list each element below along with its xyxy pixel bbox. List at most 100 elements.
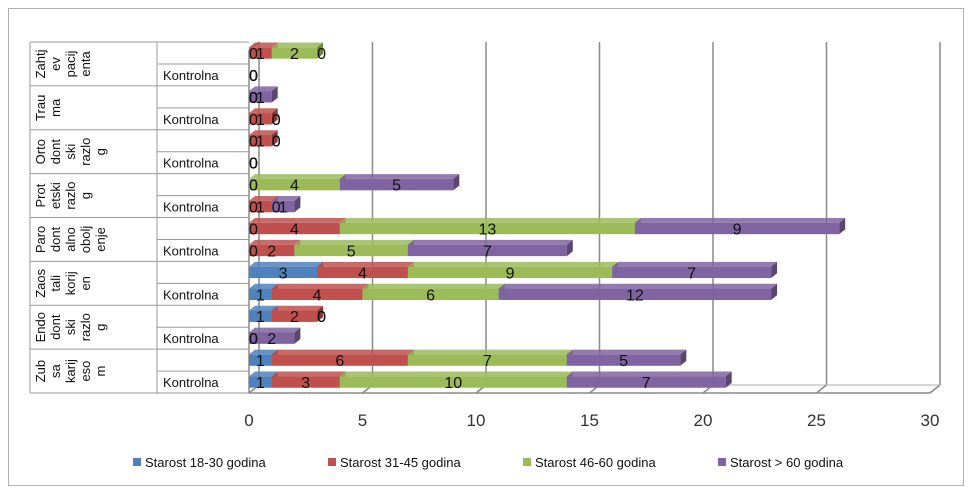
group-label-line: razlo: [78, 313, 93, 341]
bar-end: [453, 174, 460, 191]
bar-top: [407, 261, 619, 267]
group-label-line: enje: [93, 227, 108, 252]
sub-label-kontrolna: Kontrolna: [163, 200, 219, 215]
bar-top: [271, 349, 414, 355]
bar-top: [498, 283, 778, 289]
data-label: 0: [272, 200, 281, 217]
group-label-line: Endo: [33, 312, 48, 342]
x-tick-label: 20: [694, 411, 713, 430]
group-label-line: Orto: [33, 139, 48, 164]
gridline-depth: [816, 384, 827, 394]
data-label: 7: [483, 243, 492, 260]
bar-segment: [362, 288, 499, 300]
x-tick-label: 0: [244, 411, 253, 430]
group-label-line: sa: [48, 363, 63, 378]
bar-segment: [249, 310, 272, 322]
bar-top: [294, 239, 414, 245]
bar-segment: [249, 178, 340, 191]
data-label: 9: [733, 221, 742, 238]
bar-top: [271, 371, 346, 377]
data-label: 2: [290, 309, 299, 326]
group-label-line: dont: [48, 314, 63, 340]
bar-segment: [271, 200, 295, 213]
bar-top: [271, 42, 324, 48]
group-label-line: ma: [48, 98, 63, 117]
legend-label: Starost 46-60 godina: [535, 455, 656, 470]
data-label: 0: [249, 46, 258, 63]
bar-top: [249, 305, 278, 311]
data-label: 9: [506, 265, 515, 282]
bar-end: [294, 196, 301, 213]
bar-top: [339, 217, 641, 223]
bar-top: [339, 371, 573, 377]
bar-segment: [566, 376, 726, 388]
data-label: 3: [301, 375, 310, 392]
bar-segment: [339, 178, 454, 191]
sub-label-kontrolna: Kontrolna: [163, 243, 219, 258]
legend-label: Starost 18-30 godina: [145, 455, 266, 470]
group-label-line: g: [93, 324, 108, 331]
bar-end: [317, 305, 324, 322]
group-label-line: pacij: [63, 50, 78, 77]
bar-end: [566, 239, 573, 257]
bar-top: [249, 174, 346, 179]
data-label: 13: [478, 221, 496, 238]
group-label-line: tali: [48, 275, 63, 292]
bar-end: [680, 349, 687, 366]
bar-top: [249, 86, 278, 92]
group-label-line: Zaos: [33, 268, 48, 297]
group-label-line: etski: [48, 182, 63, 209]
data-label: 0: [249, 156, 258, 173]
data-label: 0: [317, 309, 326, 326]
bar-top: [634, 217, 846, 223]
group-label-line: ski: [63, 319, 78, 335]
bar-top: [407, 239, 573, 245]
data-label: 0: [249, 134, 258, 151]
group-label-line: g: [93, 148, 108, 155]
bar-end: [771, 261, 778, 279]
group-label-line: dont: [48, 139, 63, 165]
data-label: 0: [249, 68, 258, 85]
group-label-line: Zahtj: [33, 49, 48, 78]
bar-segment: [407, 266, 613, 279]
bar-segment: [249, 332, 295, 344]
bar-top: [612, 261, 778, 267]
data-label: 7: [483, 353, 492, 370]
bar-segment: [271, 47, 318, 59]
x-tick-label: 15: [580, 411, 599, 430]
bar-top: [339, 174, 460, 179]
group-label-line: dont: [48, 226, 63, 252]
group-label-line: enta: [78, 51, 93, 77]
bar-end: [271, 86, 278, 103]
sub-label-kontrolna: Kontrolna: [163, 156, 219, 171]
sub-label-kontrolna: Kontrolna: [163, 375, 219, 390]
x-tick-label: 30: [921, 411, 940, 430]
bar-segment: [249, 354, 272, 366]
data-label: 1: [279, 200, 288, 217]
data-label: 0: [249, 112, 258, 129]
bar-top: [407, 349, 573, 355]
gridline-depth: [929, 384, 941, 394]
group-label-line: razlo: [63, 181, 78, 209]
data-label: 2: [267, 331, 276, 348]
data-label: 1: [256, 134, 265, 151]
bar-segment: [271, 310, 318, 322]
bar-top: [249, 42, 278, 48]
bar-end: [294, 327, 301, 344]
bar-top: [566, 349, 687, 355]
legend-label: Starost > 60 godina: [730, 455, 844, 470]
group-label-line: razlo: [78, 138, 93, 166]
sub-label-kontrolna: Kontrolna: [163, 68, 219, 83]
bar-top: [249, 327, 301, 333]
bar-segment: [249, 376, 272, 388]
group-label-line: Prot: [33, 183, 48, 207]
data-label: 1: [256, 46, 265, 63]
data-label: 0: [249, 68, 258, 85]
x-tick-label: 25: [807, 411, 826, 430]
bar-top: [271, 283, 369, 289]
data-label: 1: [256, 309, 265, 326]
bar-segment: [271, 288, 363, 300]
group-label-line: korij: [63, 271, 78, 295]
group-label-line: g: [78, 192, 93, 199]
bar-top: [362, 283, 505, 289]
